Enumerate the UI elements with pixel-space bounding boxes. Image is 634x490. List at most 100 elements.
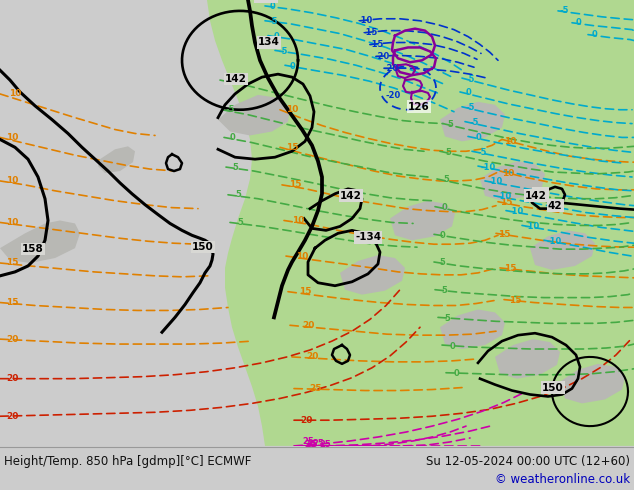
Text: 0: 0 [441, 203, 447, 212]
Text: 20: 20 [306, 352, 318, 362]
Text: 15: 15 [6, 259, 18, 268]
Text: 10: 10 [6, 133, 18, 142]
Text: © weatheronline.co.uk: © weatheronline.co.uk [495, 473, 630, 487]
Polygon shape [440, 310, 505, 349]
Text: 0: 0 [592, 30, 598, 39]
Text: 10: 10 [502, 169, 514, 177]
Polygon shape [390, 201, 455, 240]
Text: 0: 0 [475, 133, 481, 142]
Text: 134: 134 [258, 37, 280, 48]
Text: 15: 15 [508, 296, 521, 305]
Text: 5: 5 [441, 286, 447, 295]
Text: 142: 142 [525, 191, 547, 201]
Text: -10: -10 [508, 207, 524, 216]
Text: 35: 35 [306, 441, 318, 449]
Text: 15: 15 [299, 287, 311, 296]
Text: 150: 150 [192, 242, 214, 252]
Text: -5: -5 [465, 103, 475, 112]
Text: -10: -10 [547, 237, 562, 246]
Polygon shape [480, 161, 545, 201]
Text: -5: -5 [225, 105, 235, 114]
Text: 10: 10 [292, 216, 304, 225]
Text: 20: 20 [6, 412, 18, 421]
Text: -15: -15 [362, 28, 378, 37]
Text: 10: 10 [9, 90, 21, 98]
Text: -5: -5 [469, 118, 479, 127]
Text: 0: 0 [230, 133, 236, 142]
Text: 10: 10 [6, 176, 18, 185]
Text: 0: 0 [453, 369, 459, 378]
Text: 15: 15 [498, 230, 510, 239]
Text: 30: 30 [304, 441, 316, 449]
Text: 158: 158 [22, 244, 44, 254]
Polygon shape [440, 102, 505, 142]
Text: 15: 15 [500, 198, 512, 207]
Text: 5: 5 [439, 259, 445, 268]
Text: 10: 10 [286, 105, 298, 114]
Text: 25: 25 [302, 438, 314, 446]
Text: 142: 142 [225, 74, 247, 84]
Text: 0: 0 [290, 62, 296, 71]
Text: 15: 15 [286, 143, 298, 152]
Text: 42: 42 [548, 200, 562, 211]
Text: 134: 134 [255, 0, 277, 2]
Text: -10: -10 [488, 177, 503, 186]
Text: -20: -20 [374, 52, 390, 61]
Text: 15: 15 [504, 265, 516, 273]
Text: 42: 42 [533, 189, 548, 199]
Text: 20: 20 [6, 374, 18, 383]
Text: -5: -5 [465, 74, 475, 84]
Text: 5: 5 [447, 120, 453, 129]
Text: 0: 0 [269, 2, 275, 11]
Text: -5: -5 [278, 47, 288, 56]
Polygon shape [270, 19, 330, 49]
Text: 25: 25 [310, 384, 322, 393]
Text: -20: -20 [385, 92, 401, 100]
Text: 5: 5 [235, 190, 241, 199]
Text: 20: 20 [300, 416, 312, 425]
Text: Su 12-05-2024 00:00 UTC (12+60): Su 12-05-2024 00:00 UTC (12+60) [426, 455, 630, 468]
Text: 150: 150 [542, 383, 564, 392]
Polygon shape [530, 230, 595, 270]
Polygon shape [560, 364, 625, 403]
Text: 25: 25 [319, 441, 331, 449]
Polygon shape [340, 255, 405, 294]
Text: -5: -5 [559, 6, 569, 15]
Text: 142: 142 [340, 191, 362, 201]
Polygon shape [207, 0, 634, 446]
Polygon shape [0, 220, 80, 263]
Text: 5: 5 [445, 148, 451, 157]
Polygon shape [218, 95, 290, 135]
Text: -134: -134 [355, 232, 381, 242]
Text: 5: 5 [237, 218, 243, 227]
Text: 0: 0 [273, 32, 279, 41]
Text: -10: -10 [496, 192, 512, 201]
Text: -15: -15 [368, 40, 384, 49]
Text: 10: 10 [6, 218, 18, 227]
Text: -20: -20 [384, 64, 399, 73]
Text: 20: 20 [302, 321, 314, 330]
Text: 5: 5 [232, 163, 238, 172]
Text: 0: 0 [225, 75, 231, 85]
Text: 15: 15 [288, 180, 301, 190]
Text: Height/Temp. 850 hPa [gdmp][°C] ECMWF: Height/Temp. 850 hPa [gdmp][°C] ECMWF [4, 455, 251, 468]
Text: 25: 25 [312, 440, 324, 448]
Text: 10: 10 [504, 137, 516, 146]
Polygon shape [552, 357, 628, 426]
Text: -5: -5 [268, 17, 278, 26]
Text: 0: 0 [575, 18, 581, 27]
Text: 10: 10 [296, 251, 308, 261]
Text: -10: -10 [481, 163, 496, 172]
Text: -10: -10 [524, 222, 540, 231]
Polygon shape [495, 339, 560, 379]
Text: 0: 0 [439, 231, 445, 240]
Text: -10: -10 [358, 16, 373, 25]
Polygon shape [98, 147, 135, 173]
Text: 0: 0 [465, 88, 471, 98]
Text: 0: 0 [449, 342, 455, 350]
Text: -5: -5 [477, 148, 487, 157]
Text: 5: 5 [443, 175, 449, 184]
Text: 5: 5 [444, 314, 450, 323]
Text: 126: 126 [408, 102, 430, 112]
Text: 15: 15 [6, 298, 18, 307]
